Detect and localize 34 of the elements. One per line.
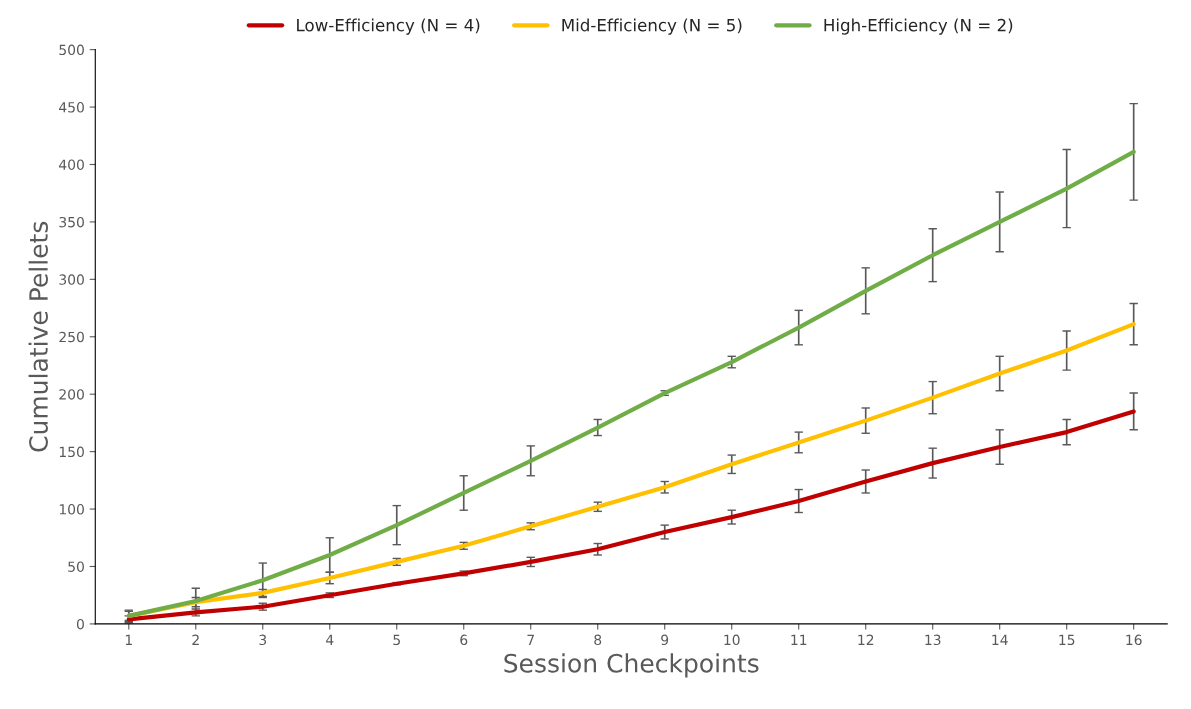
legend-label: Mid-Efficiency (N = 5) — [562, 18, 742, 35]
y-tick-label: 200 — [59, 389, 84, 400]
y-tick-label: 250 — [59, 331, 84, 343]
x-tick-label: 8 — [594, 634, 602, 646]
x-tick-label: 6 — [460, 634, 468, 646]
x-tick-label: 5 — [393, 634, 400, 646]
x-tick-label: 12 — [858, 634, 874, 645]
y-tick-label: 100 — [59, 504, 84, 515]
legend-label: High-Efficiency (N = 2) — [824, 18, 1013, 35]
x-tick-label: 14 — [992, 634, 1008, 645]
line-series — [126, 409, 1136, 622]
x-tick-label: 10 — [724, 634, 740, 646]
y-tick-label: 500 — [59, 44, 84, 56]
x-tick-label: 11 — [791, 634, 807, 645]
legend-label: Low-Efficiency (N = 4) — [297, 18, 480, 35]
x-tick-label: 7 — [527, 634, 534, 645]
x-tick-label: 4 — [326, 634, 334, 645]
y-tick-label: 400 — [59, 159, 84, 170]
line-series — [126, 149, 1136, 618]
y-tick-label: 300 — [59, 274, 84, 285]
x-axis-title: Session Checkpoints — [504, 653, 759, 678]
x-tick-label: 16 — [1126, 634, 1142, 646]
x-tick-label: 15 — [1059, 634, 1075, 646]
y-tick-label: 350 — [59, 216, 84, 228]
y-tick-label: 0 — [76, 618, 84, 630]
x-tick-label: 9 — [661, 634, 669, 646]
y-tick-label: 450 — [59, 102, 84, 113]
x-tick-label: 13 — [925, 634, 941, 646]
y-axis-title: Cumulative Pellets — [28, 221, 48, 452]
y-tick-label: 50 — [68, 561, 84, 572]
y-tick-label: 150 — [59, 446, 84, 458]
x-tick-label: 2 — [192, 634, 199, 645]
x-tick-label: 3 — [259, 634, 267, 646]
x-tick-label: 1 — [125, 634, 132, 645]
